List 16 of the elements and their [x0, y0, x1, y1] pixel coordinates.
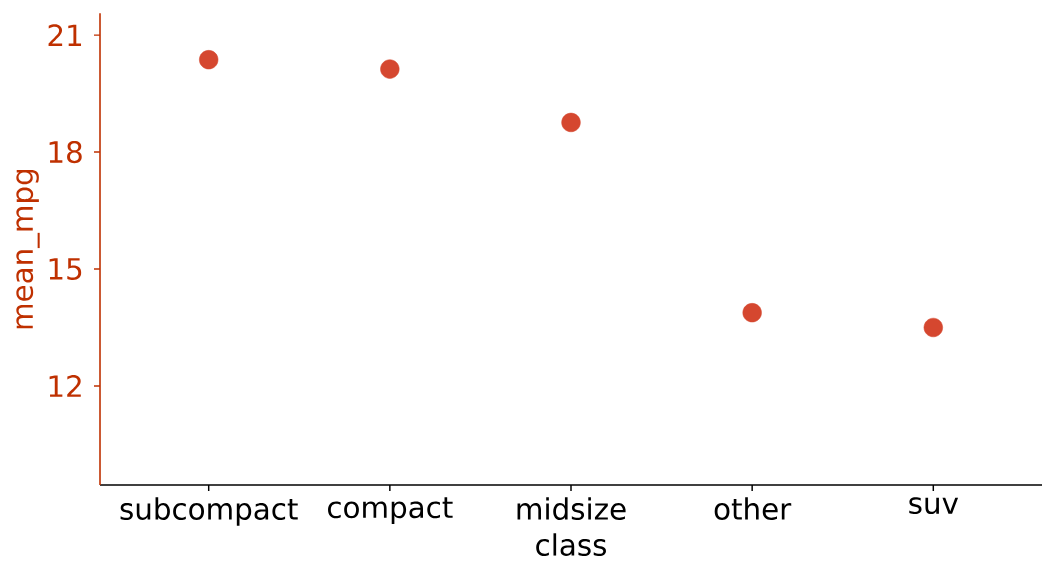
x-tick-label: other — [714, 497, 792, 520]
point — [561, 112, 581, 133]
x-tick-label: suv — [909, 497, 959, 515]
y-tick-label: 12 — [49, 375, 81, 397]
y-axis-title: mean_mpg — [16, 169, 40, 329]
x-tick-label: midsize — [517, 497, 626, 520]
point — [199, 50, 219, 70]
x-tick-label: subcompact — [120, 497, 298, 526]
y-tick-label: 18 — [49, 141, 82, 164]
x-tick-label: compact — [328, 497, 453, 524]
y-tick-label: 21 — [48, 24, 82, 47]
point — [923, 317, 943, 338]
point — [742, 303, 762, 323]
y-tick-label: 15 — [49, 258, 82, 280]
x-axis-title: class — [536, 533, 606, 556]
point — [380, 59, 400, 79]
